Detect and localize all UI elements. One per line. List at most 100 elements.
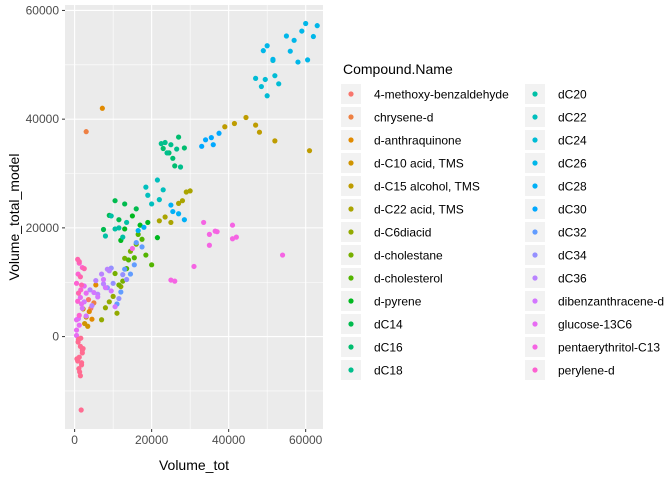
y-tick-label: 20000 bbox=[26, 221, 60, 235]
data-point bbox=[79, 350, 85, 356]
data-point bbox=[110, 280, 116, 286]
data-point bbox=[170, 155, 176, 161]
data-point bbox=[202, 137, 209, 143]
legend-label: glucose-13C6 bbox=[558, 318, 632, 332]
data-point bbox=[154, 235, 161, 241]
data-point bbox=[175, 134, 182, 140]
legend-label: dC34 bbox=[558, 249, 587, 263]
data-point bbox=[283, 33, 290, 39]
data-point bbox=[108, 213, 114, 219]
legend-swatch bbox=[532, 137, 538, 143]
data-point bbox=[78, 335, 84, 341]
legend-label: dC16 bbox=[374, 341, 403, 355]
data-point bbox=[125, 257, 132, 263]
data-point bbox=[116, 225, 122, 231]
x-tick-label: 20000 bbox=[135, 433, 169, 447]
data-point bbox=[172, 163, 178, 169]
data-point bbox=[168, 219, 174, 226]
legend-label: d-C15 alcohol, TMS bbox=[374, 180, 480, 194]
legend-swatch bbox=[348, 298, 354, 304]
legend-label: dC20 bbox=[558, 88, 587, 102]
data-point bbox=[79, 305, 85, 311]
data-point bbox=[139, 244, 145, 250]
data-point bbox=[75, 298, 81, 304]
data-point bbox=[295, 59, 301, 65]
data-point bbox=[164, 150, 170, 156]
data-point bbox=[160, 187, 166, 193]
data-point bbox=[253, 75, 259, 81]
data-point bbox=[216, 130, 222, 136]
data-point bbox=[291, 37, 297, 43]
legend-swatch bbox=[532, 206, 538, 212]
data-point bbox=[129, 213, 135, 219]
data-point bbox=[206, 242, 213, 248]
data-point bbox=[270, 56, 276, 62]
data-point bbox=[93, 278, 99, 284]
data-point bbox=[258, 83, 264, 90]
data-point bbox=[120, 234, 126, 240]
legend-label: d-anthraquinone bbox=[374, 134, 462, 148]
data-point bbox=[83, 290, 89, 296]
data-point bbox=[133, 206, 139, 212]
data-point bbox=[102, 285, 109, 291]
data-point bbox=[124, 219, 130, 226]
legend-swatch bbox=[348, 229, 354, 235]
data-point bbox=[304, 57, 311, 63]
data-point bbox=[141, 224, 147, 230]
legend-swatch bbox=[532, 344, 538, 350]
legend-label: dC36 bbox=[558, 272, 587, 286]
data-point bbox=[116, 217, 122, 223]
data-point bbox=[314, 23, 320, 29]
legend-swatch bbox=[348, 252, 354, 258]
major-grid bbox=[65, 5, 323, 429]
x-tick-label: 60000 bbox=[289, 433, 323, 447]
legend-label: d-C10 acid, TMS bbox=[374, 157, 464, 171]
legend-label: d-cholesterol bbox=[374, 272, 443, 286]
data-point bbox=[162, 214, 168, 220]
data-point bbox=[100, 226, 107, 233]
legend-label: chrysene-d bbox=[374, 111, 433, 125]
data-point bbox=[77, 369, 83, 375]
data-point bbox=[131, 255, 137, 261]
plot-panel bbox=[65, 5, 323, 429]
data-point bbox=[127, 271, 134, 277]
data-point bbox=[191, 263, 197, 270]
legend-swatch bbox=[348, 183, 354, 189]
y-axis-ticks: 0 20000 40000 60000 bbox=[26, 3, 65, 344]
minor-grid bbox=[65, 5, 323, 429]
data-point bbox=[262, 76, 268, 83]
x-axis-title: Volume_tot bbox=[159, 457, 229, 473]
data-point bbox=[154, 177, 161, 183]
y-axis-title: Volume_total_model bbox=[6, 154, 22, 281]
data-point bbox=[199, 143, 205, 149]
data-point bbox=[74, 356, 80, 362]
data-point bbox=[112, 304, 118, 310]
data-point bbox=[76, 312, 82, 318]
data-point bbox=[135, 227, 141, 234]
y-tick-label: 40000 bbox=[26, 112, 60, 126]
data-point bbox=[77, 274, 84, 280]
data-points bbox=[73, 20, 320, 413]
data-point bbox=[135, 231, 141, 237]
legend-label: d-C22 acid, TMS bbox=[374, 203, 464, 217]
legend-label: perylene-d bbox=[558, 364, 615, 378]
legend-swatch bbox=[348, 344, 354, 350]
data-point bbox=[175, 211, 182, 217]
data-point bbox=[181, 217, 187, 223]
data-point bbox=[145, 192, 151, 198]
data-point bbox=[233, 234, 239, 240]
legend-label: dC14 bbox=[374, 318, 403, 332]
data-point bbox=[78, 360, 85, 366]
legend-label: dC24 bbox=[558, 134, 587, 148]
data-point bbox=[210, 142, 216, 148]
data-point bbox=[170, 208, 176, 215]
legend-label: dC32 bbox=[558, 226, 587, 240]
data-point bbox=[87, 287, 93, 293]
legend-label: d-C6diacid bbox=[374, 226, 431, 240]
data-point bbox=[222, 124, 228, 130]
legend-swatch bbox=[532, 91, 538, 97]
legend-swatch bbox=[532, 367, 538, 373]
data-point bbox=[243, 114, 249, 121]
data-point bbox=[98, 271, 105, 277]
data-point bbox=[310, 33, 316, 40]
